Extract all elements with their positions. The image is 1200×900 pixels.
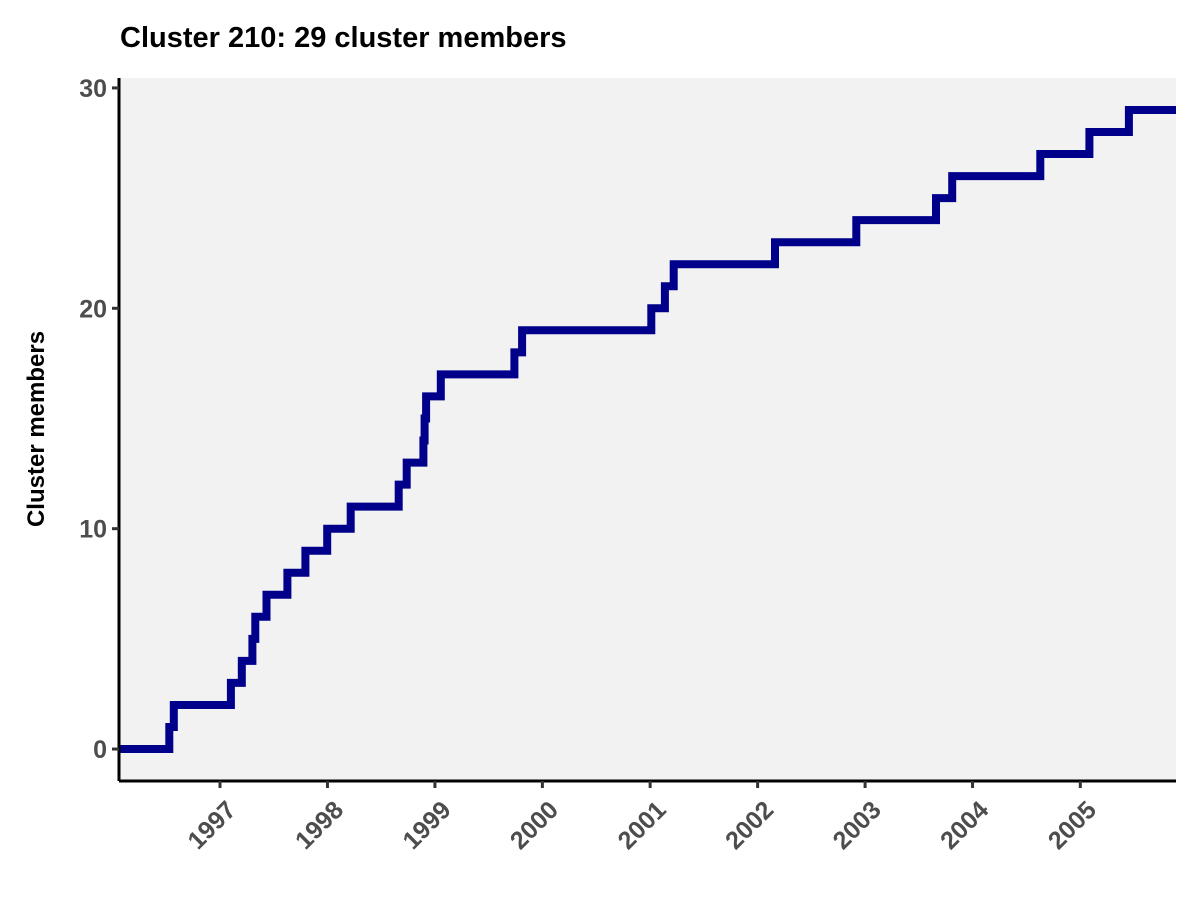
x-ticks: 1997 1998 1999 2000 2001 2002 2003 2004 2005 (182, 781, 1102, 855)
x-tick-label: 2005 (1043, 796, 1102, 855)
y-tick-label: 0 (93, 736, 107, 764)
x-tick-label: 2002 (720, 796, 779, 855)
x-tick-label: 1997 (182, 796, 241, 855)
x-tick-label: 2001 (613, 796, 672, 855)
y-ticks: 0 10 20 30 (79, 75, 119, 764)
x-tick-label: 1999 (397, 796, 456, 855)
chart-title: Cluster 210: 29 cluster members (120, 22, 567, 54)
y-tick-label: 10 (79, 516, 107, 544)
x-tick-label: 2000 (505, 796, 564, 855)
series-line-0 (119, 106, 1176, 753)
y-tick-label: 20 (79, 295, 107, 323)
x-tick-label: 1998 (290, 796, 349, 855)
y-tick-label: 30 (79, 75, 107, 103)
plot-panel (119, 78, 1176, 781)
y-axis-title: Cluster members (23, 331, 50, 527)
x-tick-label: 2004 (935, 796, 994, 855)
x-tick-label: 2003 (828, 796, 887, 855)
series-layer (119, 106, 1176, 753)
